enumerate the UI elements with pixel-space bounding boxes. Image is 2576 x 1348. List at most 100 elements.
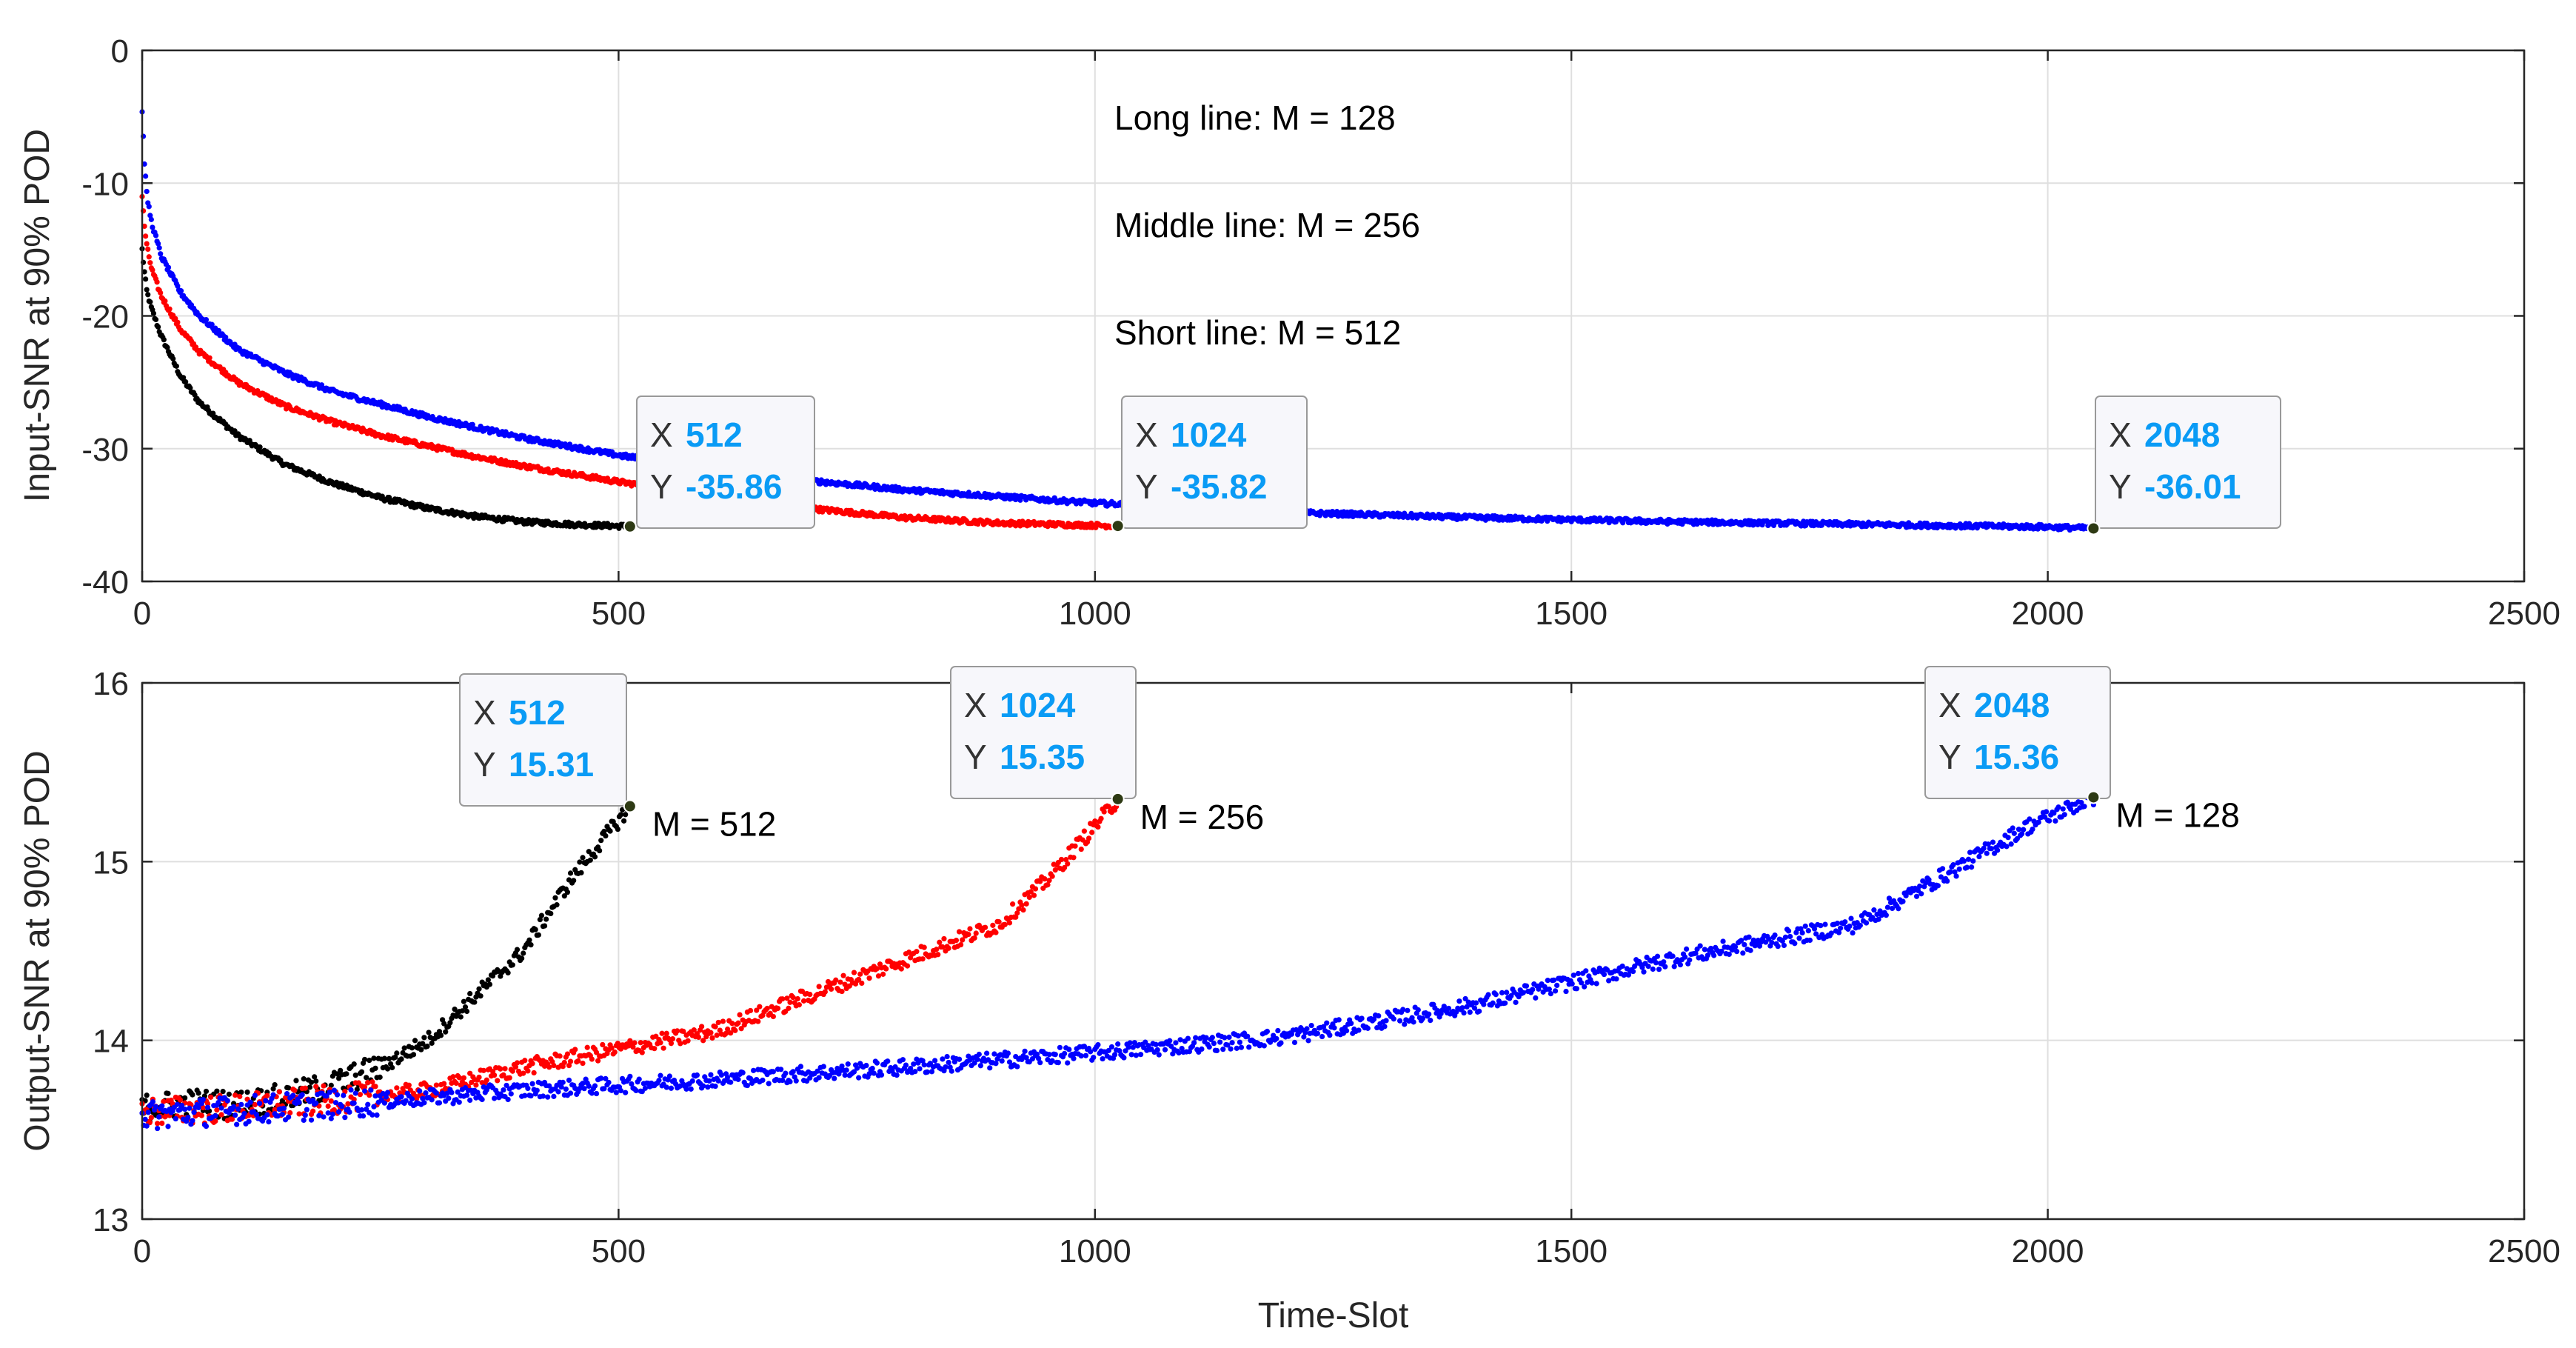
data-point [232, 1092, 238, 1098]
data-point [443, 1029, 449, 1035]
data-point [757, 1004, 763, 1010]
data-point [190, 1092, 195, 1098]
data-point [875, 973, 882, 979]
data-point [146, 204, 152, 210]
data-point [141, 269, 147, 275]
data-point [567, 1058, 574, 1064]
data-point [145, 246, 151, 252]
data-point [174, 1101, 180, 1107]
data-point [214, 1088, 220, 1094]
data-point [832, 1075, 837, 1081]
data-point [310, 1108, 316, 1114]
data-point [153, 1104, 159, 1110]
data-point [1020, 907, 1026, 913]
data-point [467, 1097, 473, 1103]
data-point [592, 854, 598, 860]
data-point [270, 1092, 276, 1098]
data-point [1222, 1035, 1228, 1041]
data-point [352, 1090, 358, 1096]
data-point [783, 1070, 789, 1076]
data-point [1128, 1052, 1134, 1058]
data-point [1467, 1009, 1473, 1015]
data-point [203, 1123, 210, 1130]
data-point [276, 1089, 282, 1095]
data-point [1238, 1044, 1245, 1050]
data-point [580, 1060, 586, 1067]
data-point [592, 1083, 598, 1089]
data-point [226, 1091, 232, 1097]
data-point [367, 1092, 372, 1098]
data-point [1228, 1046, 1234, 1052]
data-point [1261, 1043, 1267, 1049]
data-point [1324, 1020, 1330, 1026]
data-point [495, 1078, 501, 1084]
data-point [519, 955, 525, 961]
datatip-y-value: -35.86 [686, 467, 782, 506]
data-point [666, 1073, 672, 1079]
data-point [1058, 856, 1065, 863]
data-point [973, 930, 979, 936]
data-point [766, 1081, 772, 1087]
data-point [787, 1078, 793, 1085]
data-point [299, 1092, 305, 1098]
data-point [365, 1080, 371, 1086]
data-point [699, 1024, 705, 1030]
data-point [313, 1084, 319, 1090]
data-point [144, 1092, 150, 1098]
data-point [1391, 1016, 1396, 1022]
data-point [502, 1066, 508, 1072]
data-point [958, 941, 964, 948]
data-point [344, 1071, 349, 1077]
data-point [794, 995, 800, 1002]
data-point [1304, 1026, 1310, 1032]
data-point [1089, 830, 1095, 835]
data-point [143, 276, 149, 282]
data-point [436, 1100, 443, 1106]
data-point [996, 919, 1002, 925]
data-point [144, 1123, 150, 1129]
data-point [1485, 992, 1491, 998]
data-point [281, 1105, 287, 1111]
data-point [342, 1115, 348, 1121]
data-point [689, 1078, 695, 1084]
data-point [252, 1092, 258, 1098]
data-point [529, 1061, 535, 1067]
y-axis-label: Input-SNR at 90% POD [18, 129, 57, 502]
data-point [714, 1032, 720, 1038]
data-point [1573, 986, 1580, 992]
data-point [301, 1117, 307, 1124]
data-point [204, 1104, 211, 1110]
data-point [177, 1097, 184, 1103]
data-point [1133, 1052, 1139, 1058]
data-point [1199, 1046, 1205, 1052]
data-point [840, 972, 846, 978]
data-point [446, 1095, 452, 1101]
data-point [1010, 901, 1016, 907]
data-point [816, 984, 822, 990]
data-point [1046, 1052, 1052, 1058]
data-point [1552, 988, 1559, 994]
data-point [154, 1121, 161, 1127]
data-point [755, 1018, 761, 1024]
data-point [304, 1107, 310, 1112]
data-point [551, 1062, 557, 1069]
data-point [1052, 867, 1058, 873]
data-point [1545, 978, 1550, 984]
data-point [1327, 1032, 1333, 1038]
data-point [476, 986, 482, 992]
data-point [401, 1045, 407, 1051]
data-point [421, 1100, 427, 1106]
data-point [871, 1070, 877, 1076]
data-point [145, 292, 151, 298]
data-point [522, 1058, 528, 1064]
data-point [924, 1069, 930, 1075]
data-point [147, 299, 153, 305]
data-point [728, 1079, 734, 1085]
data-point [1014, 1064, 1020, 1070]
data-point [668, 1085, 675, 1091]
data-point [1593, 981, 1599, 987]
data-point [577, 859, 583, 865]
data-point [658, 1072, 663, 1078]
data-point [1400, 1007, 1406, 1012]
